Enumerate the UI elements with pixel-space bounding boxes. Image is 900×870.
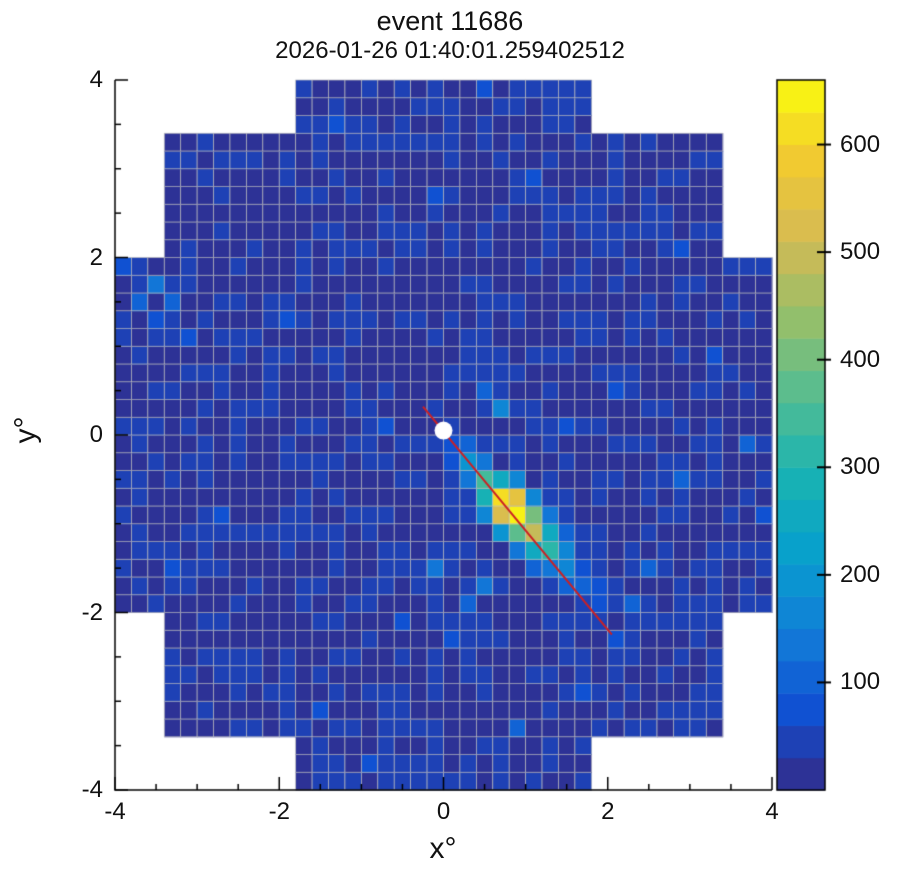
x-axis-tick-label: -4 (104, 798, 126, 825)
y-axis-tick-label: 4 (89, 66, 103, 93)
y-axis-tick-label: -2 (81, 598, 103, 626)
x-axis-tick-label: 0 (436, 798, 451, 825)
x-axis-tick-label: 4 (765, 798, 779, 825)
y-axis-tick-label: 0 (89, 421, 103, 448)
colorbar-tick-label: 300 (840, 453, 881, 481)
x-axis-tick-label: -2 (268, 798, 290, 825)
y-axis-tick-label: 2 (89, 243, 103, 271)
y-axis-tick-label: -4 (81, 776, 103, 803)
colorbar-tick-label: 200 (840, 560, 881, 588)
plot-title: event 11686 (376, 6, 524, 36)
colorbar-tick-label: 400 (840, 345, 881, 373)
y-axis-label: y° (9, 416, 42, 444)
colorbar-tick-label: 600 (840, 130, 881, 158)
x-axis-tick-label: 2 (601, 798, 615, 825)
colorbar-tick-label: 100 (840, 668, 881, 696)
colorbar-tick-label: 500 (840, 238, 881, 266)
plot-timestamp: 2026-01-26 01:40:01.259402512 (275, 37, 625, 64)
x-axis-label: x° (429, 832, 457, 865)
